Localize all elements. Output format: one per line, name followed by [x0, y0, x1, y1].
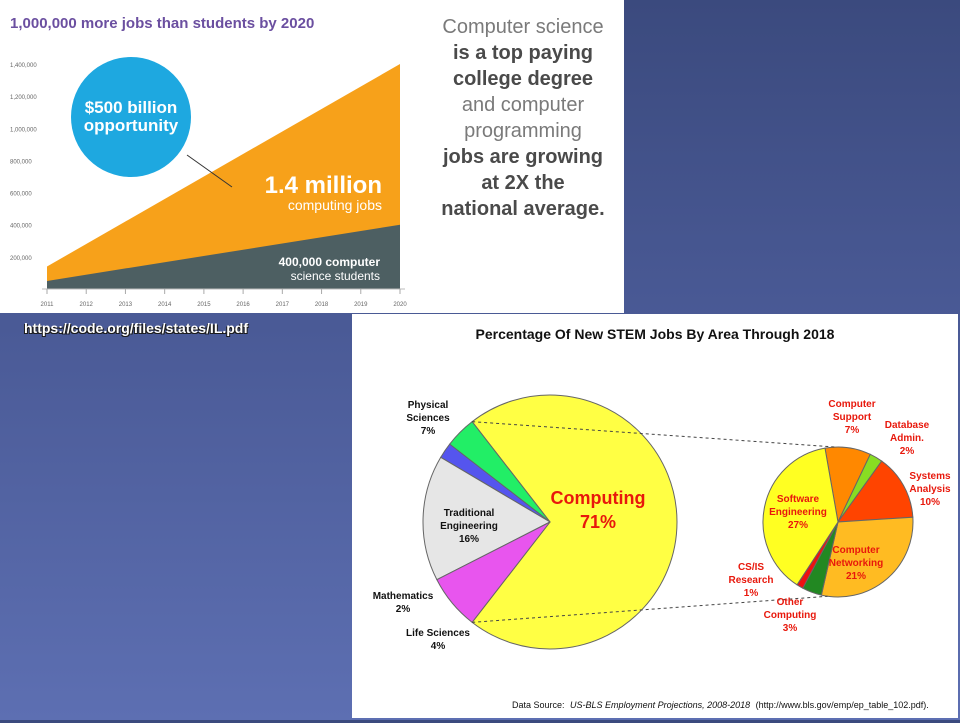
- side-text-line: jobs are growing: [442, 146, 603, 168]
- pie-label-text: Research: [728, 575, 773, 586]
- pie-label-text: Sciences: [406, 413, 450, 424]
- y-tick-label: 1,400,000: [10, 63, 37, 69]
- students-line-1: 400,000 computer: [279, 255, 381, 269]
- pie-label-text: Physical: [408, 400, 449, 411]
- area-chart: 200,000 400,000 600,000 800,000 1,000,000 1,2…: [10, 63, 407, 308]
- x-tick-label: 2019: [354, 302, 368, 308]
- pie-label-text: Traditional: [444, 508, 495, 519]
- pie-label-text: Life Sciences: [406, 628, 470, 639]
- area-series-cs-students: [47, 224, 400, 289]
- pie-label-text: 21%: [846, 571, 866, 582]
- pie-label-text: 7%: [421, 426, 436, 437]
- pie-label-text: 7%: [845, 425, 860, 436]
- x-tick-label: 2013: [119, 302, 133, 308]
- connector-line-top: [472, 421, 836, 448]
- pie-label-text: 71%: [580, 512, 616, 532]
- side-text-line: at 2X the: [481, 172, 564, 194]
- pie-label-text: 10%: [920, 497, 940, 508]
- x-tick-label: 2020: [393, 302, 407, 308]
- x-tick-label: 2017: [276, 302, 290, 308]
- pie-title: Percentage Of New STEM Jobs By Area Thro…: [476, 326, 835, 342]
- pie-slice-physical-sciences: [436, 521, 551, 624]
- breakdown-slice-computer-networking: [820, 516, 914, 598]
- y-tick-label: 1,200,000: [10, 95, 37, 101]
- callout-line: [186, 154, 233, 188]
- pie-label-text: Software: [777, 494, 820, 505]
- pie-label-text: 2%: [900, 446, 915, 457]
- x-tick-label: 2011: [41, 302, 55, 308]
- side-text-line: and computer: [462, 94, 585, 116]
- y-tick-label: 800,000: [10, 159, 32, 165]
- pie-label-text: Mathematics: [373, 591, 434, 602]
- data-source-url: (http://www.bls.gov/emp/ep_table_102.pdf…: [756, 700, 929, 710]
- breakdown-slice-systems-analysis: [836, 460, 914, 523]
- circle-line-1: $500 billion: [85, 98, 178, 117]
- pie-label-text: Analysis: [909, 484, 951, 495]
- students-line-2: science students: [291, 269, 380, 283]
- pie-label-text: Networking: [829, 558, 883, 569]
- pie-label-text: 2%: [396, 604, 411, 615]
- x-tick-label: 2016: [236, 302, 250, 308]
- pie-slice-computing: [471, 394, 678, 650]
- big-number: 1.4 million: [265, 172, 382, 199]
- pie-label-text: Computing: [764, 610, 817, 621]
- data-source-prefix: Data Source:: [512, 700, 565, 710]
- main-pie: [422, 394, 678, 650]
- x-tick-label: 2015: [197, 302, 211, 308]
- connector-line-bottom: [472, 595, 828, 623]
- y-tick-label: 200,000: [10, 256, 32, 262]
- pie-label-text: 3%: [783, 623, 798, 634]
- pie-label-text: 16%: [459, 534, 479, 545]
- pie-label-text: CS/IS: [738, 562, 764, 573]
- pie-label-text: Engineering: [440, 521, 498, 532]
- pie-label-text: Computing: [551, 488, 646, 508]
- source-link[interactable]: https://code.org/files/states/IL.pdf: [24, 320, 249, 336]
- side-text: Computer science is a top paying college d…: [441, 16, 604, 220]
- pie-label-text: Engineering: [769, 507, 827, 518]
- pie-label-text: 27%: [788, 520, 808, 531]
- side-text-line: national average.: [441, 198, 604, 220]
- stem-jobs-canvas: Percentage Of New STEM Jobs By Area Thro…: [373, 326, 951, 710]
- y-tick-label: 400,000: [10, 224, 32, 230]
- side-text-line: programming: [464, 120, 582, 142]
- pie-label-text: 1%: [744, 588, 759, 599]
- jobs-infographic: 1,000,000 more jobs than students by 202…: [0, 0, 624, 313]
- pie-labels: Computing 71% Physical Sciences 7% Traditiona…: [373, 399, 951, 652]
- area-series-computing-jobs: [47, 64, 400, 289]
- pie-slice-traditional-engineering: [422, 456, 552, 581]
- pie-label-text: Database: [885, 420, 930, 431]
- pie-label-text: Computer: [832, 545, 879, 556]
- circle-line-2: opportunity: [84, 116, 179, 135]
- breakdown-pie: [472, 421, 914, 623]
- y-tick-label: 600,000: [10, 192, 32, 198]
- opportunity-circle: [71, 57, 191, 177]
- x-tick-label: 2014: [158, 302, 172, 308]
- pie-label-text: 4%: [431, 641, 446, 652]
- big-number-sub: computing jobs: [288, 197, 382, 213]
- infographic-title: 1,000,000 more jobs than students by 202…: [10, 15, 314, 32]
- pie-label-text: Admin.: [890, 433, 924, 444]
- stem-jobs-panel: Percentage Of New STEM Jobs By Area Thro…: [352, 314, 958, 718]
- side-text-line: college degree: [453, 68, 593, 90]
- jobs-infographic-canvas: 1,000,000 more jobs than students by 202…: [10, 15, 605, 308]
- y-tick-label: 1,000,000: [10, 127, 37, 133]
- data-source-italic: US-BLS Employment Projections, 2008-2018: [570, 700, 750, 710]
- pie-label-text: Systems: [909, 471, 951, 482]
- x-tick-label: 2018: [315, 302, 329, 308]
- side-text-line: is a top paying: [453, 42, 593, 64]
- breakdown-slice-software-engineering: [762, 447, 839, 586]
- pie-label-text: Computer: [828, 399, 875, 410]
- data-source: Data Source: US-BLS Employment Projectio…: [512, 700, 929, 710]
- side-text-line: Computer science: [442, 16, 603, 38]
- pie-label-text: Other: [777, 597, 804, 608]
- pie-label-text: Support: [833, 412, 872, 423]
- x-tick-label: 2012: [80, 302, 94, 308]
